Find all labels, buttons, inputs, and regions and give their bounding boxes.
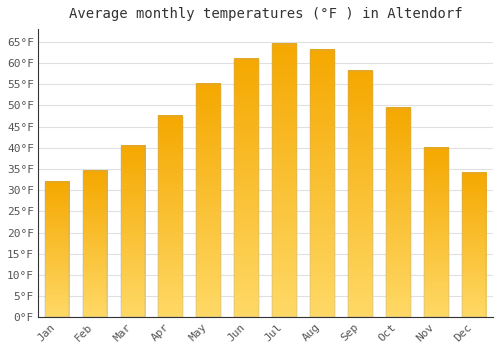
Title: Average monthly temperatures (°F ) in Altendorf: Average monthly temperatures (°F ) in Al… xyxy=(69,7,462,21)
